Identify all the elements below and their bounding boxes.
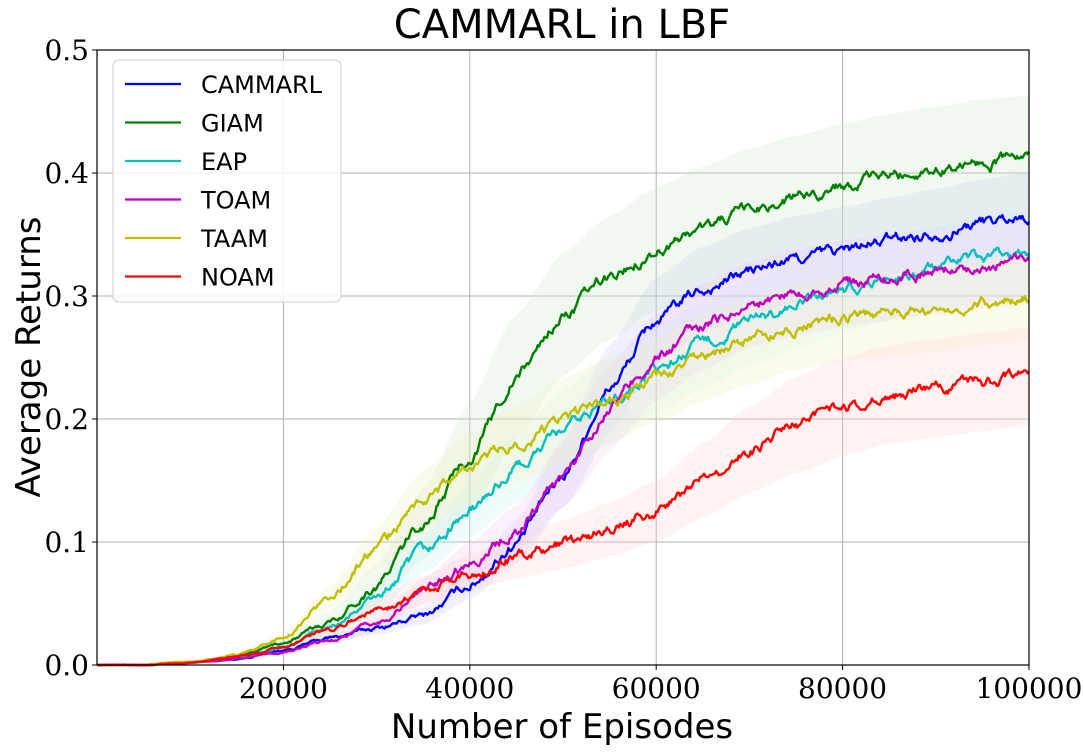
y-axis-ticks: 0.0 0.1 0.2 0.3 0.4 0.5 bbox=[44, 34, 97, 682]
x-tick-label: 20000 bbox=[239, 672, 328, 705]
x-tick-label: 100000 bbox=[976, 672, 1083, 705]
x-tick-label: 40000 bbox=[425, 672, 514, 705]
band-noam bbox=[97, 326, 1029, 665]
series-line-noam bbox=[97, 368, 1031, 667]
x-axis-label: Number of Episodes bbox=[391, 707, 733, 747]
series-line-giam bbox=[97, 151, 1031, 667]
x-tick-label: 80000 bbox=[798, 672, 887, 705]
x-tick-label: 60000 bbox=[612, 672, 701, 705]
y-tick-label: 0.0 bbox=[44, 649, 89, 682]
y-tick-label: 0.2 bbox=[44, 403, 89, 436]
x-axis-ticks: 20000 40000 60000 80000 100000 bbox=[239, 665, 1083, 705]
band-giam bbox=[97, 95, 1029, 665]
legend-label-taam: TAAM bbox=[200, 225, 268, 253]
series-line-taam bbox=[97, 295, 1030, 667]
y-tick-label: 0.1 bbox=[44, 526, 89, 559]
legend-label-cammarl: CAMMARL bbox=[201, 71, 323, 99]
y-axis-label: Average Returns bbox=[9, 217, 49, 498]
legend-label-giam: GIAM bbox=[201, 110, 264, 138]
legend: CAMMARL GIAM EAP TOAM TAAM NOAM bbox=[112, 59, 342, 303]
plot-frame bbox=[96, 49, 1030, 666]
band-taam bbox=[97, 253, 1029, 665]
band-eap bbox=[97, 211, 1029, 665]
y-tick-label: 0.5 bbox=[44, 34, 89, 67]
series-line-toam bbox=[97, 252, 1030, 667]
series-lines bbox=[97, 151, 1031, 667]
y-tick-label: 0.4 bbox=[44, 157, 89, 190]
legend-label-noam: NOAM bbox=[201, 264, 275, 292]
chart-title: CAMMARL in LBF bbox=[394, 2, 730, 48]
y-tick-label: 0.3 bbox=[44, 280, 89, 313]
legend-label-toam: TOAM bbox=[200, 187, 271, 215]
legend-label-eap: EAP bbox=[201, 148, 247, 176]
legend-box bbox=[112, 59, 342, 303]
